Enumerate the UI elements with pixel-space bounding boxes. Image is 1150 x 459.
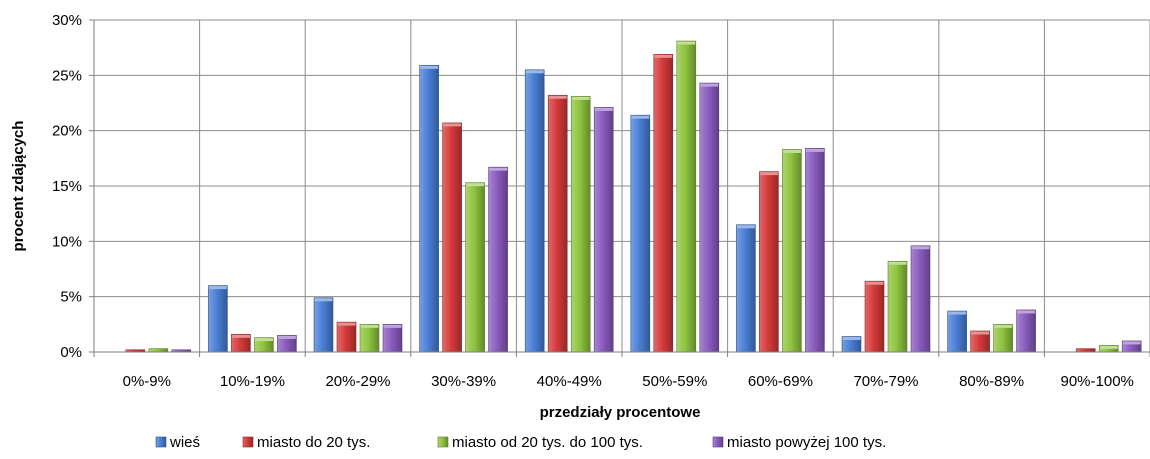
bar-cap (1017, 310, 1036, 314)
y-tick-label: 20% (52, 123, 82, 140)
bar-cap (548, 95, 567, 99)
bar (547, 94, 568, 353)
x-tick-label: 70%-79% (853, 373, 918, 390)
bar (1016, 309, 1036, 353)
bar-cap (254, 338, 273, 342)
x-tick-label: 60%-69% (748, 373, 813, 390)
x-tick-label: 10%-19% (220, 373, 285, 390)
bar (524, 69, 545, 353)
legend-label: miasto do 20 tys. (257, 434, 370, 451)
bar-cap (337, 322, 356, 326)
y-tick-label: 25% (52, 67, 82, 84)
bar-cap (677, 41, 696, 45)
bar (887, 260, 908, 353)
bar-cap (314, 298, 333, 302)
bar-cap (489, 167, 508, 171)
bar (864, 280, 885, 353)
bar (208, 285, 228, 353)
bar-cap (420, 65, 439, 69)
legend-swatch (155, 436, 167, 448)
bar (382, 324, 403, 353)
legend: wieś miasto do 20 tys. miasto od 20 tys. d… (155, 434, 886, 451)
bar-cap (594, 107, 613, 111)
bar (593, 107, 614, 353)
bar-cap (1122, 341, 1141, 345)
bar (653, 54, 674, 353)
bar (782, 149, 802, 353)
x-tick-label: 20%-29% (325, 373, 390, 390)
bar (993, 324, 1013, 353)
legend-label: miasto powyżej 100 tys. (727, 434, 886, 451)
bar (759, 171, 779, 353)
bar (676, 40, 697, 353)
bar (419, 65, 439, 353)
bar (570, 96, 591, 353)
bar (699, 82, 720, 353)
y-tick-label: 30% (52, 12, 82, 29)
bar-cap (736, 225, 755, 229)
bars (125, 40, 1142, 353)
bar (442, 122, 462, 353)
bar-cap (948, 311, 967, 315)
y-tick-label: 5% (60, 289, 82, 306)
legend-label: miasto od 20 tys. do 100 tys. (452, 434, 643, 451)
y-tick-labels: 0% 5% 10% 15% 20% 25% 30% (52, 12, 82, 361)
y-tick-label: 15% (52, 178, 82, 195)
bar-cap (383, 324, 402, 328)
bar (336, 321, 357, 353)
y-axis-title: procent zdających (10, 121, 27, 252)
legend-label: wieś (169, 434, 200, 451)
bar-cap (971, 331, 990, 335)
x-tick-label: 0%-9% (123, 373, 171, 390)
bar-cap (1099, 345, 1118, 349)
x-tick-label: 80%-89% (959, 373, 1024, 390)
x-tick-label: 50%-59% (642, 373, 707, 390)
bar-cap (888, 261, 907, 265)
x-tick-labels: 0%-9% 10%-19% 20%-29% 30%-39% 40%-49% 50%-59%… (123, 373, 1134, 390)
bar (947, 310, 967, 353)
legend-swatch (712, 436, 724, 448)
bar-cap (443, 123, 462, 127)
x-tick-label: 40%-49% (537, 373, 602, 390)
y-tick-label: 10% (52, 233, 82, 250)
bar (313, 297, 334, 353)
bar-cap (208, 286, 227, 290)
x-tick-label: 90%-100% (1061, 373, 1134, 390)
bar (630, 114, 651, 353)
bar (488, 166, 508, 353)
bar-cap (466, 183, 485, 187)
bar-cap (571, 96, 590, 100)
bar-cap (994, 324, 1013, 328)
bar-cap (231, 334, 250, 338)
axes (89, 19, 1150, 357)
x-axis-title: przedziały procentowe (540, 404, 701, 421)
bar-cap (700, 83, 719, 87)
bar-cap (865, 281, 884, 285)
bar-cap (911, 246, 930, 250)
bar-cap (654, 54, 673, 58)
bar-cap (277, 335, 296, 339)
bar-cap (842, 337, 861, 341)
bar (805, 148, 825, 353)
bar (359, 324, 380, 353)
bar-cap (759, 172, 778, 176)
legend-swatch (437, 436, 449, 448)
grid (93, 19, 1150, 353)
bar (736, 224, 756, 353)
bar (465, 182, 485, 353)
bar-cap (360, 324, 379, 328)
legend-swatch (242, 436, 254, 448)
bar-cap (805, 148, 824, 152)
y-tick-label: 0% (60, 344, 82, 361)
bar-cap (782, 149, 801, 153)
bar (910, 245, 931, 353)
x-tick-label: 30%-39% (431, 373, 496, 390)
bar-cap (525, 70, 544, 74)
bar-cap (631, 115, 650, 119)
